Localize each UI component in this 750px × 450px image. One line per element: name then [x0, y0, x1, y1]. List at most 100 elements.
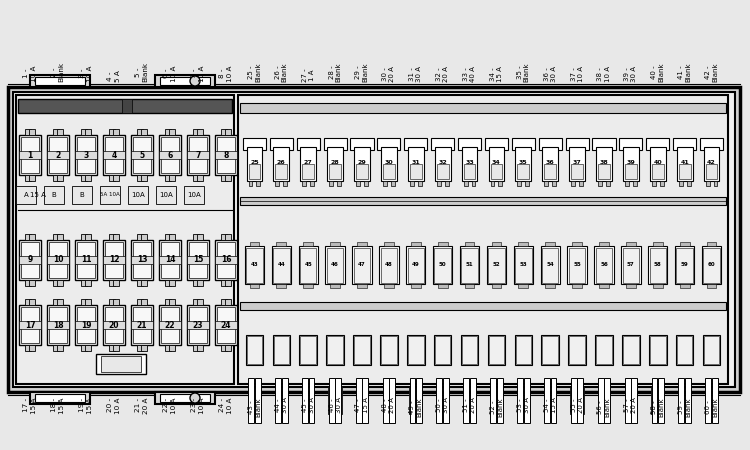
Bar — [53, 299, 59, 305]
Bar — [596, 147, 612, 181]
Bar — [517, 378, 523, 423]
Bar — [81, 299, 87, 305]
Text: 41 -
Blank: 41 - Blank — [678, 63, 692, 82]
Bar — [679, 164, 691, 180]
Bar — [470, 378, 476, 423]
Bar — [165, 175, 171, 180]
Bar — [677, 336, 692, 364]
Bar — [194, 299, 200, 305]
Bar — [409, 387, 422, 414]
Bar — [75, 305, 97, 345]
Bar — [490, 378, 496, 423]
Bar — [159, 256, 181, 264]
Text: 38: 38 — [600, 161, 608, 166]
Bar — [165, 234, 171, 240]
Bar — [19, 321, 41, 328]
Text: 5: 5 — [140, 150, 145, 159]
Text: 36 -
30 A: 36 - 30 A — [544, 66, 556, 82]
Bar — [713, 181, 718, 186]
Bar — [128, 186, 148, 204]
Bar — [18, 99, 232, 113]
Text: 3: 3 — [83, 150, 88, 159]
Bar — [141, 345, 147, 351]
Bar — [491, 242, 501, 246]
Bar — [462, 147, 478, 181]
Text: 54 -
15 A: 54 - 15 A — [544, 397, 556, 413]
Bar — [489, 336, 504, 364]
Bar — [248, 181, 253, 186]
Bar — [100, 186, 120, 204]
Bar — [435, 147, 451, 181]
Bar — [248, 387, 261, 414]
Bar — [352, 246, 372, 284]
Text: 42: 42 — [707, 161, 716, 166]
Text: 46: 46 — [332, 262, 339, 267]
Bar — [243, 138, 266, 150]
Text: 14: 14 — [165, 256, 176, 265]
Bar — [377, 138, 400, 150]
Bar — [384, 284, 394, 288]
Bar — [515, 147, 531, 181]
Bar — [411, 242, 421, 246]
Bar — [112, 175, 118, 180]
Bar — [187, 305, 209, 345]
Text: 49 -
Blank: 49 - Blank — [410, 397, 422, 417]
Text: 52: 52 — [493, 262, 500, 267]
Bar — [30, 75, 90, 87]
Text: 43 -
Blank: 43 - Blank — [248, 397, 261, 417]
Bar — [225, 299, 231, 305]
Bar — [458, 138, 481, 150]
Bar — [676, 335, 694, 365]
Bar — [112, 234, 118, 240]
Text: 19: 19 — [81, 320, 92, 329]
Bar — [247, 147, 262, 181]
Bar — [19, 305, 41, 345]
Text: 58 -
Blank: 58 - Blank — [651, 397, 664, 417]
Bar — [326, 246, 345, 284]
Bar — [436, 164, 448, 180]
Bar — [353, 335, 370, 365]
Bar — [460, 335, 478, 365]
Bar — [438, 242, 448, 246]
Bar — [103, 151, 125, 158]
Bar — [356, 181, 360, 186]
Bar — [354, 147, 370, 181]
Text: 18 -
15 A: 18 - 15 A — [52, 397, 64, 414]
Bar — [250, 284, 259, 288]
Bar — [702, 246, 721, 284]
Bar — [464, 181, 467, 186]
Text: 43: 43 — [251, 262, 258, 267]
Bar — [169, 299, 175, 305]
Bar — [47, 305, 69, 345]
Bar — [217, 137, 235, 173]
Text: 32 -
20 A: 32 - 20 A — [436, 66, 449, 82]
Bar — [159, 321, 181, 328]
Bar — [704, 248, 720, 283]
Bar — [112, 345, 118, 351]
Bar — [26, 234, 32, 240]
Text: 4 -
5 A: 4 - 5 A — [107, 70, 121, 82]
Text: 38 -
10 A: 38 - 10 A — [598, 66, 610, 82]
Bar — [221, 299, 227, 305]
Bar — [569, 336, 585, 364]
Bar — [77, 307, 95, 343]
Bar — [408, 147, 424, 181]
Bar — [75, 256, 97, 264]
Bar — [248, 378, 254, 423]
Bar — [28, 280, 34, 286]
Text: 6 -
10 A: 6 - 10 A — [164, 66, 176, 82]
Bar — [169, 175, 175, 180]
Bar — [431, 138, 454, 150]
Bar — [255, 378, 261, 423]
Bar — [165, 280, 171, 286]
Bar — [189, 307, 207, 343]
Text: 1 -
10 A: 1 - 10 A — [23, 66, 37, 82]
Bar — [165, 299, 171, 305]
Bar — [389, 378, 395, 423]
Bar — [383, 181, 387, 186]
Text: 5A 10A: 5A 10A — [100, 193, 120, 198]
Bar — [103, 321, 125, 328]
Bar — [110, 345, 116, 351]
Bar — [103, 256, 125, 264]
Bar — [569, 248, 585, 283]
